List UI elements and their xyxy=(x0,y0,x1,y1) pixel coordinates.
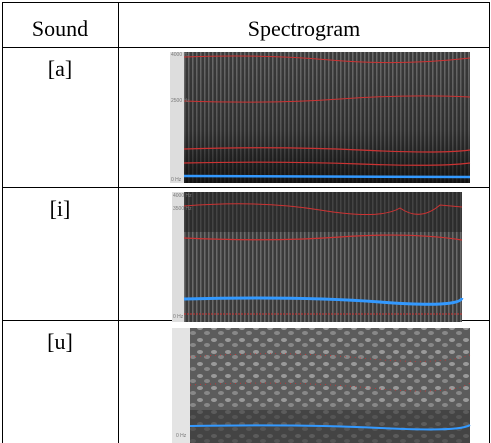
cell xyxy=(118,2,490,47)
cell xyxy=(2,320,118,443)
header-cell: Spectrogram xyxy=(247,16,361,41)
sound-label: [i] xyxy=(49,196,71,221)
spectrogram-u: 0 Hz xyxy=(172,328,471,443)
axis-label: 0 Hz xyxy=(176,433,187,439)
sound-label: [u] xyxy=(47,329,73,354)
axis-label: 0 Hz xyxy=(173,314,184,320)
cell xyxy=(2,2,118,47)
axis-label: 3500 Hz xyxy=(173,206,192,212)
axis-label: 4000 Hz xyxy=(173,193,192,199)
sound-label: [a] xyxy=(47,56,73,81)
cell xyxy=(2,47,118,187)
axis-label: 0 Hz xyxy=(171,177,182,183)
spectrogram-i: 4000 Hz 3500 Hz 0 Hz xyxy=(172,192,464,322)
cell xyxy=(2,187,118,320)
axis-label: 2500 Hz xyxy=(171,98,190,104)
spectrogram-a: 4000 Hz 2500 Hz 0 Hz xyxy=(170,52,471,183)
axis-label: 4000 Hz xyxy=(171,52,190,58)
cell xyxy=(118,47,490,187)
header-cell: Sound xyxy=(31,16,89,41)
cell xyxy=(118,187,490,320)
